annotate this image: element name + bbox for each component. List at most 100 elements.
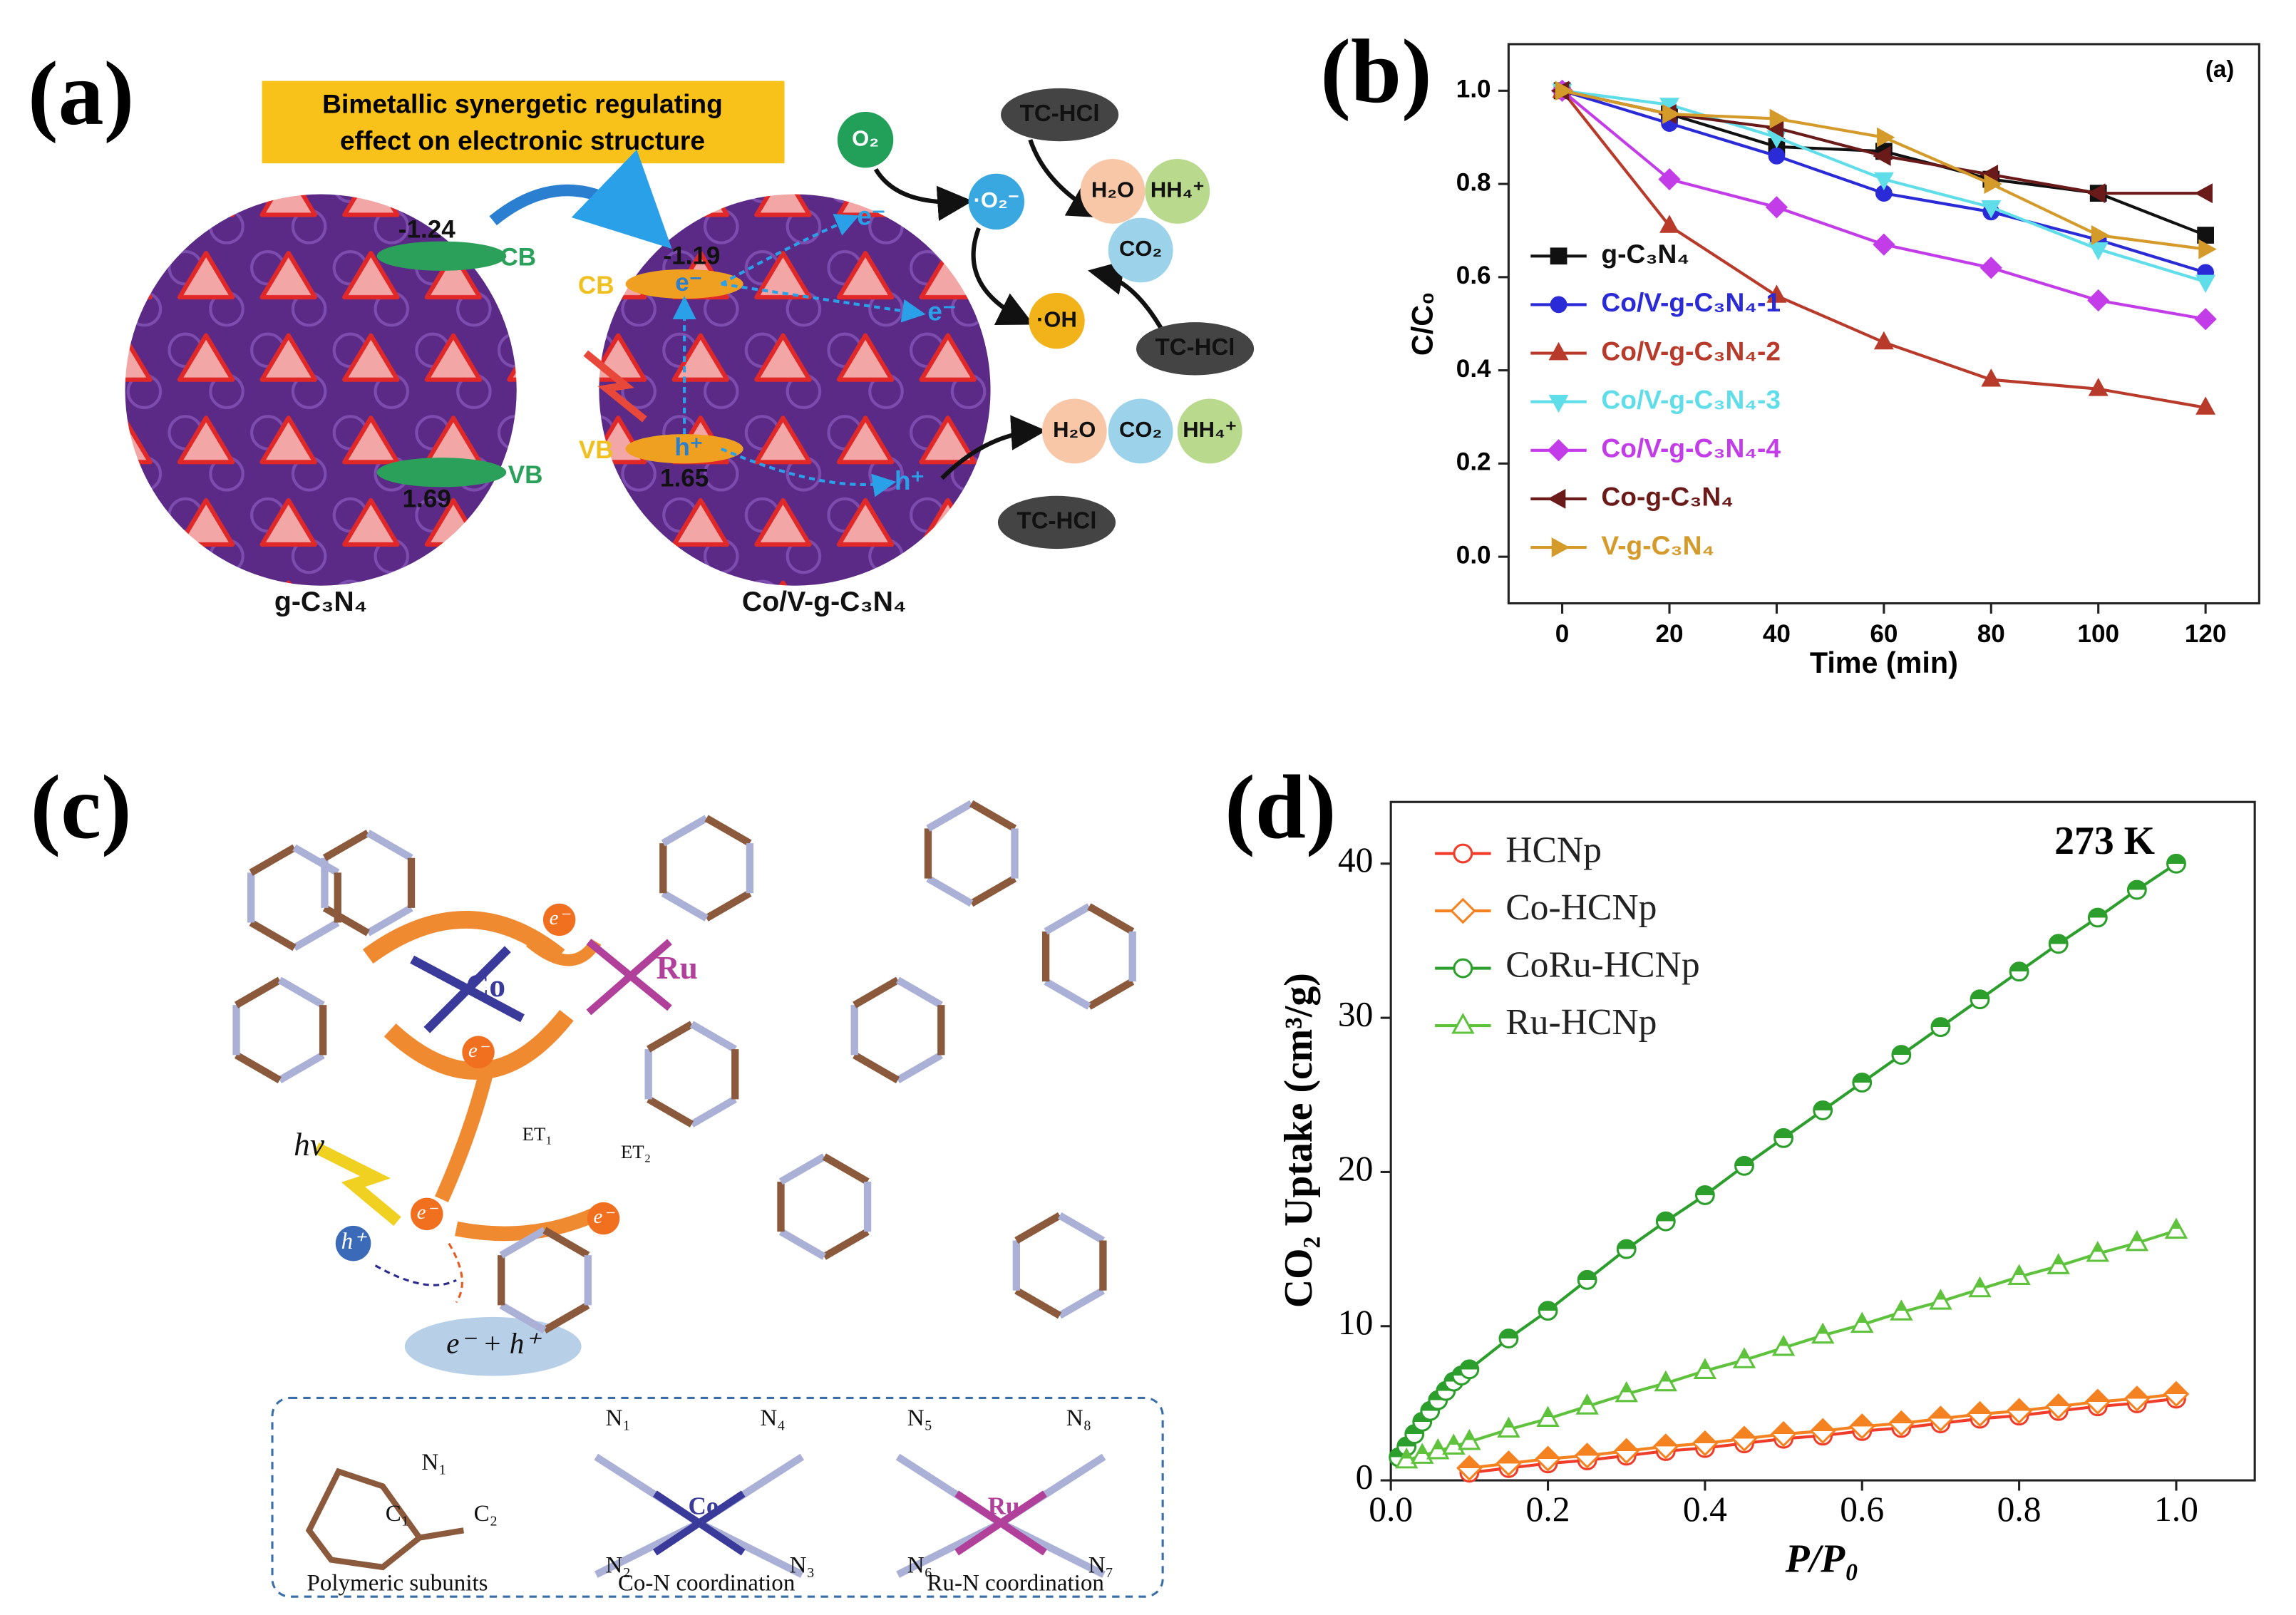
marker (1731, 1425, 1758, 1452)
marker (2198, 239, 2217, 259)
label: N₃ (790, 1552, 815, 1578)
marker (2006, 1398, 2032, 1425)
marker (1453, 843, 1473, 864)
marker (2197, 227, 2215, 244)
label: ·OH (1036, 306, 1077, 331)
marker (2163, 1381, 2190, 1408)
bond (249, 919, 297, 951)
label: Ru (657, 950, 698, 986)
legend-label: Co-HCNp (1505, 887, 1657, 928)
marker (1547, 439, 1570, 462)
marker (2195, 396, 2216, 415)
marker (1693, 1358, 1717, 1379)
label: h⁺ (341, 1229, 368, 1254)
legend-label: Co-g-C₃N₄ (1601, 482, 1734, 512)
marker (1548, 341, 1569, 361)
label: TC-HCl (1017, 507, 1097, 534)
bond (647, 1021, 694, 1053)
legend-label: Co/V-g-C₃N₄-4 (1601, 433, 1781, 463)
bond (1014, 1287, 1062, 1319)
marker (2009, 961, 2029, 982)
bond (292, 919, 340, 951)
bond (661, 815, 709, 847)
bond (322, 830, 370, 862)
bond (689, 1095, 737, 1128)
x-axis-label: P/P₀ (1785, 1537, 1859, 1582)
label: CB (500, 244, 536, 272)
bond (542, 1301, 590, 1333)
label: CB (578, 272, 614, 299)
marker (1768, 147, 1786, 165)
marker (1890, 1299, 1913, 1321)
bond (969, 800, 1017, 832)
marker (1654, 1370, 1678, 1392)
marker (2007, 1264, 2031, 1285)
marker (1765, 196, 1788, 219)
y-axis-label: CO₂ Uptake (cm³/g) (1277, 973, 1321, 1308)
label: N₈ (1066, 1405, 1091, 1431)
marker (2195, 274, 2216, 293)
marker (1734, 1155, 1754, 1176)
label: e⁻ (927, 296, 956, 326)
marker (1850, 1311, 1874, 1333)
marker (1813, 1100, 1833, 1120)
x-tick-label: 0.2 (1526, 1490, 1570, 1529)
marker (1769, 108, 1788, 129)
marker (1873, 172, 1894, 191)
marker (1968, 1276, 1992, 1298)
marker (1652, 1433, 1679, 1460)
marker (1981, 368, 2002, 387)
bond (778, 1228, 826, 1260)
marker (2045, 1393, 2071, 1420)
label: ET₂ (621, 1141, 651, 1162)
marker (1458, 1428, 1481, 1450)
x-tick-label: 0 (1555, 620, 1570, 648)
bond (689, 1021, 737, 1053)
label: O₂ (852, 125, 879, 150)
x-tick-label: 80 (1977, 620, 2005, 648)
marker (2091, 225, 2110, 245)
marker (1550, 247, 1567, 265)
marker (1498, 1328, 1519, 1348)
bond (853, 976, 900, 1008)
panel-c-art (232, 800, 1164, 1598)
label: CO₂ (1119, 236, 1162, 261)
x-tick-label: 40 (1763, 620, 1791, 648)
label: Co (689, 1492, 719, 1519)
marker (1766, 284, 1787, 303)
y-tick-label: 0.8 (1456, 168, 1491, 196)
marker (2087, 907, 2108, 928)
label: hν (294, 1127, 325, 1162)
marker (2166, 853, 2186, 874)
bond (1087, 903, 1135, 935)
label: ·O₂⁻ (974, 187, 1020, 212)
marker (2194, 308, 2217, 331)
marker (1891, 1045, 1912, 1065)
panel-label: (a) (28, 43, 134, 144)
y-tick-label: 0.0 (1456, 541, 1491, 569)
bond (1044, 903, 1091, 935)
label: e⁻ (417, 1201, 439, 1224)
label: N₇ (1088, 1552, 1113, 1578)
marker (1694, 1185, 1715, 1205)
marker (2088, 378, 2109, 396)
marker (2084, 1388, 2111, 1415)
bond (322, 904, 370, 937)
marker (2087, 183, 2106, 204)
marker (2164, 1217, 2188, 1239)
marker (1577, 1269, 1597, 1290)
y-tick-label: 0.4 (1456, 355, 1491, 383)
label: effect on electronic structure (340, 125, 705, 155)
panel-label: (c) (31, 756, 132, 857)
marker (1659, 215, 1679, 233)
marker (1732, 1347, 1756, 1368)
marker (1551, 537, 1570, 558)
marker (1453, 958, 1473, 979)
label: CO₂ (1119, 417, 1162, 442)
bond (234, 1051, 282, 1083)
marker (1873, 233, 1895, 256)
x-axis-label: Time (min) (1810, 646, 1958, 679)
x-tick-label: 20 (1655, 620, 1683, 648)
marker (1848, 1413, 1875, 1440)
